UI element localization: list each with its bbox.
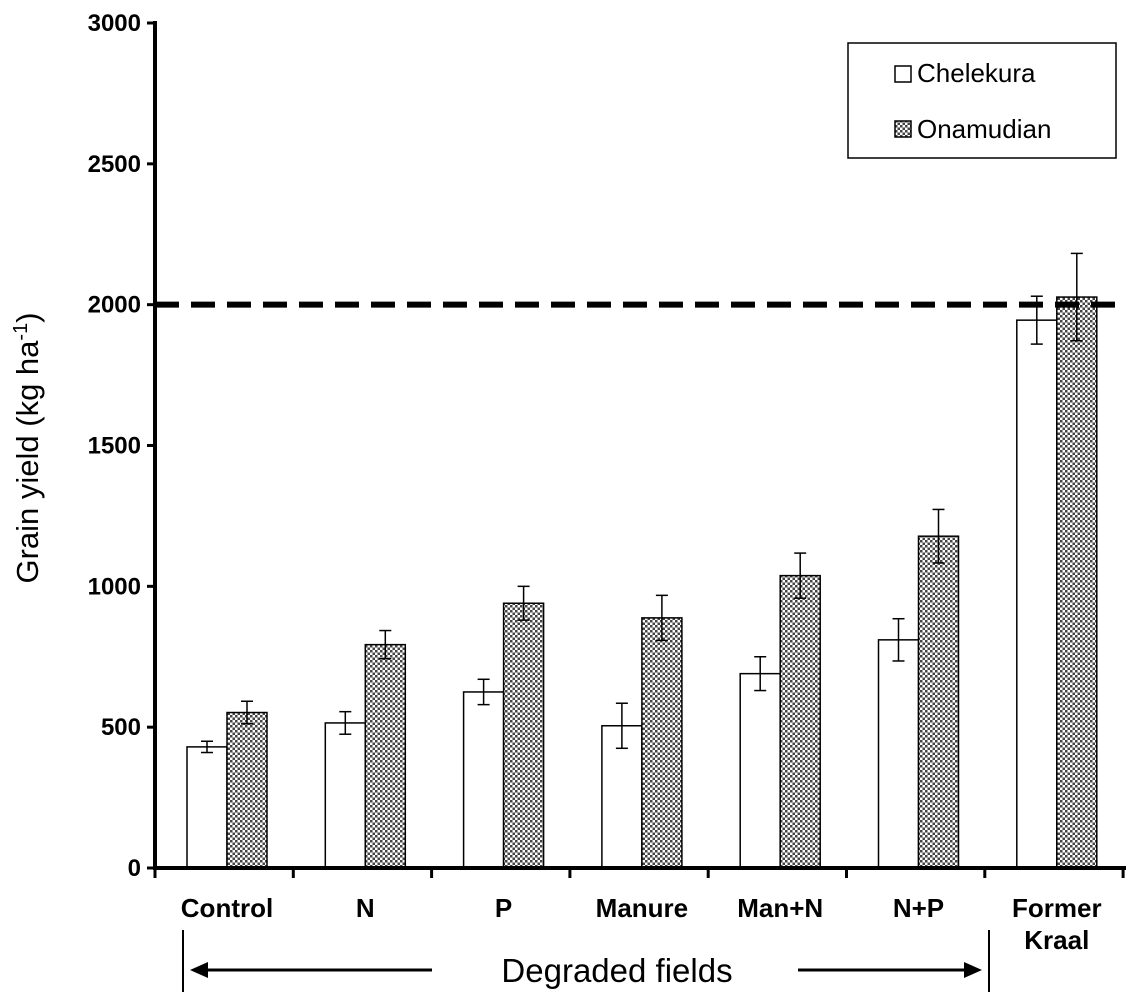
y-tick-label-500: 500 xyxy=(101,714,141,741)
y-tick-label-3000: 3000 xyxy=(88,10,141,37)
y-tick-label-1500: 1500 xyxy=(88,433,141,460)
bar-onamudian-5 xyxy=(917,535,960,869)
category-label-0: Control xyxy=(181,893,273,923)
y-tick-label-2000: 2000 xyxy=(88,292,141,319)
degraded-right-arrowhead xyxy=(964,962,982,978)
bar-onamudian-4 xyxy=(779,574,821,869)
category-label-1: N xyxy=(356,893,375,923)
bar-chelekura-0 xyxy=(186,746,228,869)
error-bar-onamudian-1 xyxy=(379,629,392,660)
degraded-fields-annotation: Degraded fields xyxy=(182,930,990,992)
bar-chelekura-2 xyxy=(462,691,505,869)
bar-onamudian-0 xyxy=(226,711,268,869)
y-axis-title-close: ) xyxy=(10,312,45,322)
bar-onamudian-3 xyxy=(641,617,683,869)
y-axis-title-main: Grain yield (kg ha xyxy=(10,340,45,584)
error-bar-onamudian-0 xyxy=(241,700,253,725)
bar-chelekura-4 xyxy=(739,672,781,869)
bar-chelekura-3 xyxy=(601,725,643,869)
error-bar-chelekura-0 xyxy=(201,740,213,754)
error-bar-chelekura-5 xyxy=(892,617,905,662)
y-tick-label-1000: 1000 xyxy=(88,573,141,600)
bar-chelekura-6 xyxy=(1016,319,1058,869)
error-bar-onamudian-2 xyxy=(517,585,530,621)
bar-onamudian-2 xyxy=(502,602,545,869)
legend: Chelekura Onamudian xyxy=(847,42,1117,159)
error-bar-onamudian-4 xyxy=(794,552,807,599)
y-axis-title: Grain yield (kg ha-1) xyxy=(10,312,45,583)
y-tick-label-0: 0 xyxy=(128,855,141,882)
error-bar-chelekura-1 xyxy=(339,710,352,735)
bar-onamudian-6 xyxy=(1056,296,1098,869)
legend-swatch-onamudian xyxy=(894,120,912,138)
error-bar-onamudian-5 xyxy=(932,508,945,564)
error-bar-chelekura-3 xyxy=(615,702,628,750)
legend-box xyxy=(847,42,1117,159)
y-tick-label-2500: 2500 xyxy=(88,151,141,178)
bar-onamudian-1 xyxy=(364,643,407,869)
category-label-2: P xyxy=(495,893,512,923)
error-bar-onamudian-3 xyxy=(655,594,668,642)
degraded-fields-label: Degraded fields xyxy=(501,952,732,989)
bar-chelekura-1 xyxy=(324,722,367,869)
degraded-left-arrowhead xyxy=(190,962,208,978)
error-bar-chelekura-2 xyxy=(477,678,490,706)
category-label-4: Man+N xyxy=(737,893,823,923)
category-label-5: N+P xyxy=(893,893,944,923)
error-bar-chelekura-4 xyxy=(754,656,767,692)
error-bar-onamudian-6 xyxy=(1070,252,1083,342)
legend-label-chelekura: Chelekura xyxy=(917,58,1036,88)
bar-chelekura-5 xyxy=(877,639,920,869)
legend-label-onamudian: Onamudian xyxy=(917,114,1051,144)
legend-swatch-chelekura xyxy=(894,65,912,83)
y-axis-title-sup: -1 xyxy=(10,323,32,341)
category-label-3: Manure xyxy=(596,893,688,923)
category-label-6: Former Kraal xyxy=(1012,893,1102,955)
